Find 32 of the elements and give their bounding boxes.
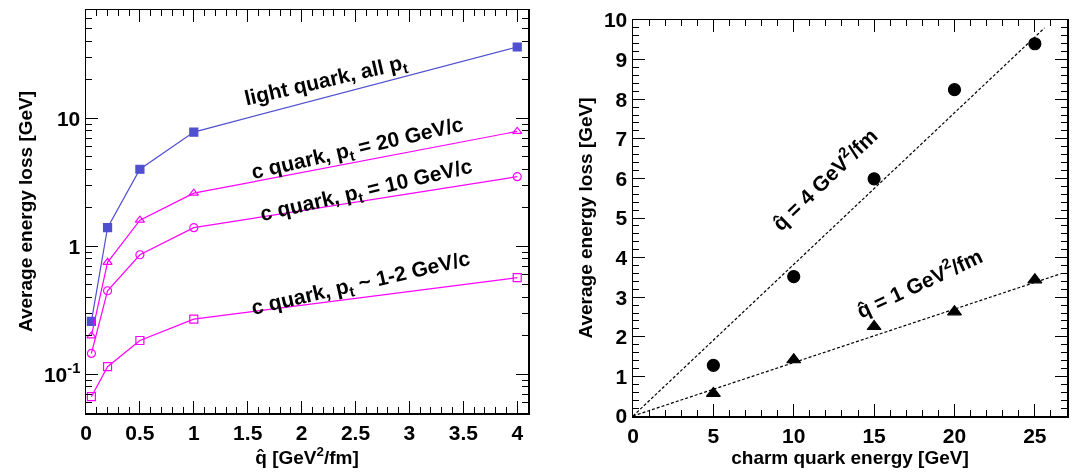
- x-axis-title: q̂ [GeV$^{2}$/fm]: [255, 443, 359, 468]
- y-tick-label: 7: [615, 127, 628, 151]
- x-axis-title: charm quark energy [GeV]: [731, 446, 969, 468]
- text: q̂ = 1 GeV$^{2}$/fm: [851, 241, 986, 323]
- x-tick-label: 2: [295, 420, 308, 444]
- y-tick-label: 5: [615, 206, 628, 230]
- x-tick-label: 2.5: [340, 420, 371, 444]
- y-tick-label: 3: [615, 285, 628, 309]
- x-tick-label: 10: [782, 423, 806, 447]
- y-tick-label: 4: [615, 245, 628, 269]
- y-tick-label: 10: [603, 8, 628, 32]
- x-tick-label: 3.5: [448, 420, 479, 444]
- y-tick-label: 1: [68, 234, 81, 258]
- x-tick-label: 1.5: [233, 420, 263, 444]
- y-tick-label: 0: [615, 404, 628, 428]
- y-tick-label: 10: [56, 106, 81, 130]
- x-tick-label: 0.5: [125, 420, 155, 444]
- x-tick-label: 4: [511, 420, 524, 444]
- x-tick-label: 1: [187, 420, 200, 444]
- y-axis-title: Average energy loss [GeV]: [575, 97, 597, 339]
- y-tick-label: 9: [615, 47, 628, 71]
- x-tick-label: 20: [942, 423, 967, 447]
- y-tick-label: 1: [615, 364, 628, 388]
- x-tick-label: 5: [707, 423, 720, 447]
- x-tick-label: 15: [862, 423, 887, 447]
- y-tick-label: 10$^{-1}$: [43, 359, 81, 386]
- y-tick-label: 2: [615, 325, 628, 349]
- x-tick-label: 3: [403, 420, 416, 444]
- x-tick-label: 25: [1023, 423, 1047, 447]
- y-axis-title: Average energy loss [GeV]: [14, 90, 36, 333]
- y-tick-label: 8: [615, 87, 628, 111]
- y-tick-label: 6: [615, 166, 628, 190]
